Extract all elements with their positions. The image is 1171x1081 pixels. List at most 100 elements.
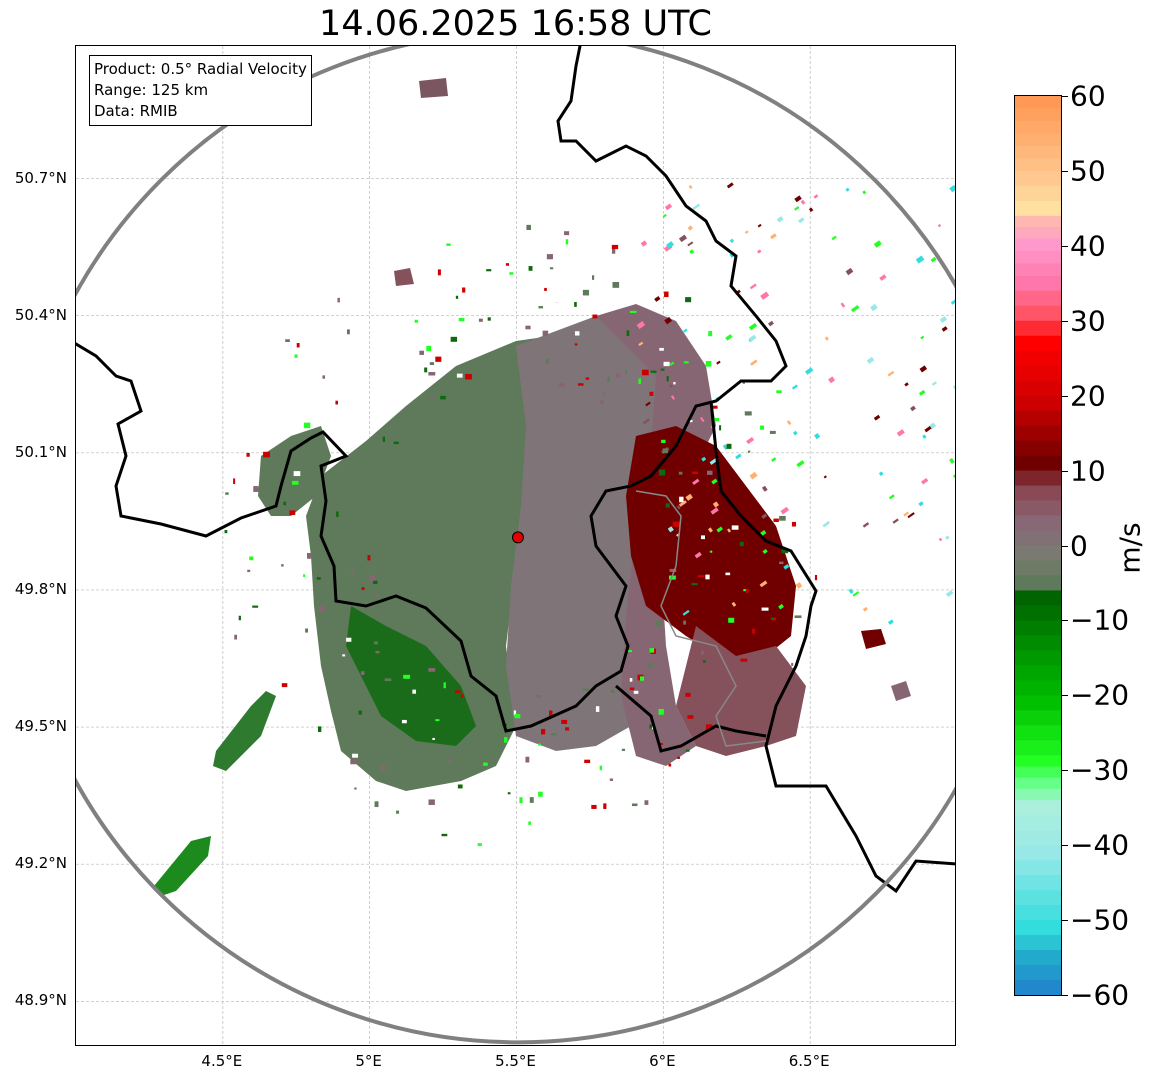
echo-speck xyxy=(679,496,684,503)
echo-speck xyxy=(773,518,779,522)
echo-speck xyxy=(507,792,511,795)
border-luxembourg-france xyxy=(615,684,767,753)
colorbar-tick-mark xyxy=(1062,170,1068,172)
clutter-speck xyxy=(915,255,925,264)
colorbar-unit-label: m/s xyxy=(1113,522,1147,574)
echo-sw-darkgreen xyxy=(346,606,476,746)
echo-speck xyxy=(373,641,378,645)
echo-speck xyxy=(360,671,365,675)
colorbar-segment xyxy=(1015,320,1061,337)
clutter-speck xyxy=(921,477,929,485)
echo-speck xyxy=(779,515,786,521)
colorbar-tick-mark xyxy=(1062,245,1068,247)
colorbar-segment xyxy=(1015,740,1061,756)
echo-speck xyxy=(650,370,657,373)
clutter-speck xyxy=(664,316,672,325)
echo-speck xyxy=(488,339,496,344)
echo-speck xyxy=(629,310,637,313)
clutter-speck xyxy=(910,405,916,412)
clutter-speck xyxy=(666,241,675,249)
colorbar-segment xyxy=(1015,500,1061,517)
colorbar-segment xyxy=(1015,935,1061,951)
echo-speck xyxy=(356,458,359,462)
echo-speck xyxy=(456,373,463,378)
clutter-speck xyxy=(771,457,777,462)
echo-speck xyxy=(478,318,483,322)
clutter-speck xyxy=(931,381,937,386)
echo-speck xyxy=(739,541,744,547)
echo-speck xyxy=(351,568,354,575)
echo-speck xyxy=(458,317,465,322)
lat-tick-label: 49.5°N xyxy=(14,717,67,736)
echo-speck xyxy=(658,469,666,476)
echo-speck xyxy=(505,263,510,266)
echo-speck xyxy=(441,833,448,837)
clutter-speck xyxy=(814,433,821,440)
echo-speck xyxy=(584,759,591,764)
echo-speck xyxy=(249,556,254,561)
echo-speck xyxy=(585,377,590,380)
clutter-speck xyxy=(798,217,805,224)
clutter-speck xyxy=(862,606,868,612)
colorbar-segment xyxy=(1015,350,1061,367)
echo-speck xyxy=(457,784,463,789)
colorbar-segment xyxy=(1015,185,1061,202)
echo-speck xyxy=(336,511,339,517)
echo-speck xyxy=(423,300,429,305)
echo-speck xyxy=(465,373,472,380)
range-ring xyxy=(76,46,955,1045)
colorbar-tick-mark xyxy=(1062,845,1068,847)
echo-speck xyxy=(791,662,794,666)
colorbar-segment xyxy=(1015,905,1061,921)
colorbar-segment xyxy=(1015,777,1061,790)
echo-speck xyxy=(435,719,440,722)
echo-speck xyxy=(688,419,693,423)
velocity-colorbar xyxy=(1014,95,1062,996)
echo-speck xyxy=(577,383,584,386)
clutter-speck xyxy=(662,213,667,218)
clutter-speck xyxy=(783,564,790,570)
colorbar-segment xyxy=(1015,665,1061,681)
echo-speck xyxy=(660,368,665,371)
echo-speck xyxy=(401,719,407,724)
radar-site-marker xyxy=(511,531,524,544)
clutter-speck xyxy=(888,494,895,500)
echo-speck xyxy=(665,503,670,508)
clutter-speck xyxy=(655,509,663,517)
product-info-box: Product: 0.5° Radial Velocity Range: 125… xyxy=(89,55,312,126)
echo-speck xyxy=(497,364,504,370)
clutter-speck xyxy=(687,241,694,247)
clutter-speck xyxy=(873,414,881,421)
clutter-speck xyxy=(919,365,928,373)
clutter-speck xyxy=(678,234,688,243)
clutter-speck xyxy=(791,384,798,390)
echo-speck xyxy=(690,317,693,320)
echo-speck xyxy=(375,593,378,598)
echo-speck xyxy=(462,826,468,830)
echo-speck xyxy=(550,733,557,736)
border-belgium-france xyxy=(76,46,788,733)
echo-speck xyxy=(707,470,713,475)
echo-east-mauve xyxy=(676,626,806,756)
colorbar-segment xyxy=(1015,766,1061,779)
echo-speck xyxy=(582,289,589,296)
clutter-speck xyxy=(887,619,894,625)
echo-speck xyxy=(752,628,755,634)
clutter-speck xyxy=(939,316,948,323)
colorbar-segment xyxy=(1015,410,1061,427)
colorbar-segment xyxy=(1015,695,1061,711)
echo-speck xyxy=(747,450,751,453)
colorbar-segment xyxy=(1015,485,1061,502)
echo-speck xyxy=(612,282,620,288)
clutter-speck xyxy=(731,601,737,607)
echo-speck xyxy=(769,430,776,434)
clutter-speck xyxy=(808,207,814,212)
echo-speck xyxy=(536,694,542,698)
echo-speck xyxy=(306,552,312,559)
echo-speck xyxy=(662,448,669,454)
clutter-speck xyxy=(862,190,867,195)
echo-speck xyxy=(776,390,782,394)
echo-speck xyxy=(561,719,568,724)
clutter-speck xyxy=(918,501,924,507)
clutter-speck xyxy=(726,182,734,189)
